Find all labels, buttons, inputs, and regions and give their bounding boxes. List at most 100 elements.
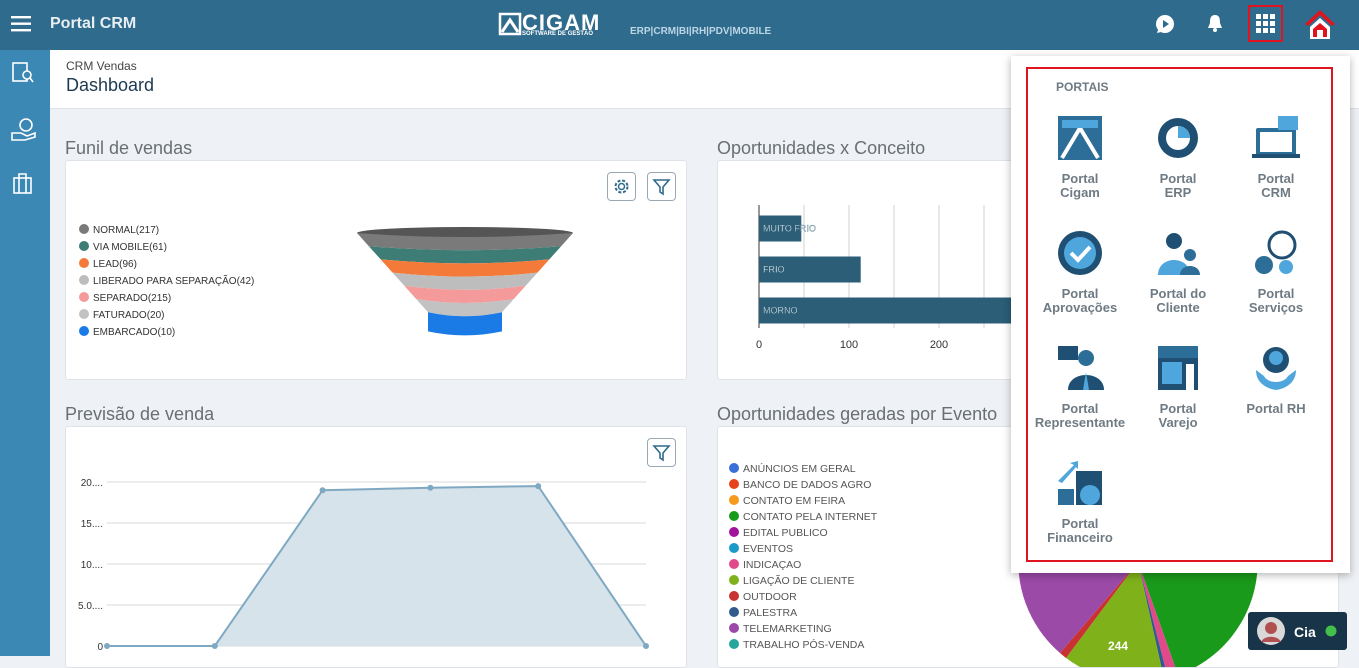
x-tick-label: 100	[840, 339, 858, 351]
portal-label: Portal CRM	[1257, 171, 1295, 200]
legend-dot	[79, 224, 89, 234]
bar	[759, 215, 802, 242]
portal-item[interactable]: Portal CRM	[1226, 114, 1326, 209]
filter-button[interactable]	[647, 438, 676, 467]
portal-item[interactable]: Portal Serviços	[1226, 229, 1326, 324]
point	[643, 643, 649, 649]
settings-icon	[614, 179, 629, 194]
y-tick-label: 20....	[81, 478, 103, 489]
panel-title: Oportunidades geradas por Evento	[717, 404, 998, 424]
apps-button[interactable]	[1248, 5, 1283, 42]
legend-label: CONTATO EM FEIRA	[743, 495, 845, 507]
portal-item[interactable]: Portal Cigam	[1030, 114, 1130, 209]
portal-item[interactable]: Portal Financeiro	[1030, 459, 1130, 554]
portal-icon	[1158, 118, 1198, 158]
portal-icon	[1058, 116, 1102, 160]
funnel-segment	[380, 259, 550, 277]
chat-avatar	[1257, 617, 1285, 645]
filter-icon	[652, 445, 671, 462]
legend-dot	[729, 543, 739, 553]
breadcrumb-section[interactable]: CRM Vendas	[66, 59, 137, 73]
menu-button[interactable]	[10, 14, 32, 34]
legend-dot	[79, 241, 89, 251]
filter-button[interactable]	[647, 172, 676, 201]
legend-dot	[729, 527, 739, 537]
y-tick-label: 15....	[81, 519, 103, 530]
legend-label: CONTATO PELA INTERNET	[743, 511, 878, 523]
portal-icon	[1255, 230, 1297, 274]
legend-label: PALESTRA	[743, 607, 797, 619]
side-crm-icon[interactable]	[12, 62, 34, 84]
funnel-chart: NORMAL(217) VIA MOBILE(61) LEAD(96) LIBERAD…	[79, 224, 573, 338]
legend-label: VIA MOBILE(61)	[93, 242, 167, 253]
legend-label: TELEMARKETING	[743, 623, 832, 635]
portal-label: Portal Representante	[1034, 401, 1126, 430]
portal-label: Portal ERP	[1159, 171, 1197, 200]
side-bag-icon[interactable]	[13, 172, 33, 194]
chat-widget[interactable]: Cia	[1248, 612, 1347, 650]
legend-dot	[729, 591, 739, 601]
pie-slice	[1066, 562, 1162, 667]
portal-label: Portal RH	[1246, 401, 1306, 416]
pie-chart: 244 ANÚNCIOS EM GERAL BANCO DE DADOS AGRO…	[729, 462, 1258, 667]
pie-slice	[1060, 562, 1138, 658]
legend-label: LEAD(96)	[93, 259, 137, 270]
legend-label: EMBARCADO(10)	[93, 327, 175, 338]
legend-label: EDITAL PUBLICO	[743, 527, 828, 539]
panel-title: Oportunidades x Conceito	[717, 138, 926, 158]
panel-title: Previsão de venda	[65, 404, 215, 424]
legend-label: FATURADO(20)	[93, 310, 165, 321]
bar-label: MUITO FRIO	[763, 224, 816, 234]
legend-dot	[729, 511, 739, 521]
y-tick-label: 10....	[81, 560, 103, 571]
legend-dot	[79, 292, 89, 302]
panel-title: Funil de vendas	[65, 138, 193, 158]
portal-label: Portal Varejo	[1158, 401, 1198, 430]
portal-item[interactable]: Portal do Cliente	[1128, 229, 1228, 324]
settings-button[interactable]	[607, 172, 636, 201]
legend-dot	[79, 309, 89, 319]
portal-item[interactable]: Portal ERP	[1128, 114, 1228, 209]
home-logo[interactable]	[1303, 8, 1337, 40]
point	[104, 643, 110, 649]
forecast-panel: 0 5.0.... 10.... 15.... 20....	[65, 426, 687, 668]
legend-dot	[729, 575, 739, 585]
portal-label: Portal Cigam	[1060, 171, 1100, 200]
portal-label: Portal Aprovações	[1042, 286, 1118, 315]
portal-grid: Portal Cigam Portal ERP Portal CRM Portal A…	[1011, 56, 1350, 573]
app-title: Portal CRM	[50, 15, 137, 32]
portal-item[interactable]: Portal Representante	[1030, 344, 1130, 439]
side-sales-icon[interactable]	[11, 117, 37, 141]
video-button[interactable]	[1155, 14, 1175, 34]
legend-dot	[79, 258, 89, 268]
legend-dot	[729, 495, 739, 505]
legend-label: OUTDOOR	[743, 591, 797, 603]
legend-dot	[79, 326, 89, 336]
portal-item[interactable]: Portal Aprovações	[1030, 229, 1130, 324]
point	[211, 643, 218, 649]
portal-icon	[1158, 233, 1200, 275]
funnel-segment	[368, 246, 562, 264]
portals-menu: PORTAIS Portal Cigam Portal ERP Portal CRM…	[1011, 56, 1350, 573]
legend-label: NORMAL(217)	[93, 225, 159, 236]
x-tick-label: 200	[930, 339, 948, 351]
portal-item[interactable]: Portal Varejo	[1128, 344, 1228, 439]
apps-icon	[1256, 14, 1275, 33]
portal-icon	[1058, 231, 1102, 275]
portals-title: PORTAIS	[1056, 80, 1109, 94]
point	[427, 484, 434, 491]
top-bar: Portal CRM CIGAM SOFTWARE DE GESTÃO ERP|…	[0, 0, 1359, 50]
legend-dot	[729, 623, 739, 633]
pie-slice	[1138, 542, 1258, 667]
portal-label: Portal do Cliente	[1149, 286, 1207, 315]
portal-item[interactable]: Portal RH	[1226, 344, 1326, 439]
line	[107, 485, 647, 647]
legend-label: ANÚNCIOS EM GERAL	[743, 462, 856, 475]
page-title: Dashboard	[66, 75, 155, 95]
notification-button[interactable]	[1206, 13, 1224, 33]
y-tick-label: 0	[97, 642, 103, 653]
x-tick-label: 0	[756, 339, 762, 351]
logo-subtitle: SOFTWARE DE GESTÃO	[522, 31, 594, 37]
legend-label: SEPARADO(215)	[93, 293, 171, 304]
bar	[759, 297, 1056, 324]
